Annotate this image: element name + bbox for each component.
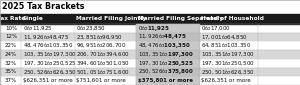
Text: $250,501 to $626,350: $250,501 to $626,350 <box>201 68 254 76</box>
Text: $0 to $23,850: $0 to $23,850 <box>76 24 106 32</box>
Bar <box>0 76 300 85</box>
Text: $48,476 to $103,350: $48,476 to $103,350 <box>23 42 73 49</box>
Text: 22%: 22% <box>5 43 17 48</box>
Text: $626,351 or more: $626,351 or more <box>201 78 250 83</box>
Text: 32%: 32% <box>5 61 17 66</box>
Bar <box>136 76 199 85</box>
Text: $626,351 or more: $626,351 or more <box>23 78 73 83</box>
Text: $103,351 to $197,300: $103,351 to $197,300 <box>23 51 76 58</box>
Bar <box>0 50 300 59</box>
Bar <box>136 67 199 76</box>
Text: $206,701 to $394,600: $206,701 to $394,600 <box>76 51 130 58</box>
Text: $394,601 to $501,050: $394,601 to $501,050 <box>76 59 130 67</box>
Text: $64,851 to $103,350: $64,851 to $103,350 <box>201 42 251 49</box>
Text: Head of Household: Head of Household <box>201 16 264 21</box>
Text: $23,851 to $96,950: $23,851 to $96,950 <box>76 33 123 41</box>
Text: $103,351 to $197,300: $103,351 to $197,300 <box>201 51 254 58</box>
Text: Married Filing Separately: Married Filing Separately <box>138 16 223 21</box>
Text: 10%: 10% <box>5 26 17 31</box>
Text: $250,526 to $375,800: $250,526 to $375,800 <box>138 67 194 76</box>
Text: 24%: 24% <box>5 52 17 57</box>
Bar <box>0 41 300 50</box>
Bar <box>0 0 300 14</box>
Text: Married Filing Jointly: Married Filing Jointly <box>76 16 147 21</box>
Bar <box>136 33 199 41</box>
Text: $17,001 to $64,850: $17,001 to $64,850 <box>201 33 248 41</box>
Bar <box>136 24 199 33</box>
Bar <box>0 33 300 41</box>
Text: $48,476 to $103,350: $48,476 to $103,350 <box>138 41 190 50</box>
Text: $0 to $11,925: $0 to $11,925 <box>138 24 170 33</box>
Bar <box>136 41 199 50</box>
Bar <box>136 50 199 59</box>
Bar <box>0 24 300 33</box>
Bar <box>136 59 199 67</box>
Text: $197,301 to $250,525: $197,301 to $250,525 <box>138 59 194 68</box>
Text: $0 to $11,925: $0 to $11,925 <box>23 24 52 32</box>
Text: 12%: 12% <box>5 34 17 39</box>
Text: $501,051 to $751,600: $501,051 to $751,600 <box>76 68 130 76</box>
Text: $103,351 to $197,300: $103,351 to $197,300 <box>138 50 194 59</box>
Text: $250,526 to $626,350: $250,526 to $626,350 <box>23 68 76 76</box>
Text: 35%: 35% <box>5 69 17 74</box>
Text: Tax Rate: Tax Rate <box>0 16 25 21</box>
Text: $11,926 to $48,475: $11,926 to $48,475 <box>138 32 186 41</box>
Text: 37%: 37% <box>5 78 17 83</box>
Text: 2025 Tax Brackets: 2025 Tax Brackets <box>2 2 84 11</box>
Text: $96,951 to $206,700: $96,951 to $206,700 <box>76 42 126 49</box>
Text: Single: Single <box>23 16 44 21</box>
Text: $751,601 or more: $751,601 or more <box>76 78 126 83</box>
Bar <box>0 59 300 67</box>
Text: $197,301 to $250,500: $197,301 to $250,500 <box>201 59 254 67</box>
Text: $0 to $17,000: $0 to $17,000 <box>201 24 231 32</box>
Text: $197,301 to $250,525: $197,301 to $250,525 <box>23 59 76 67</box>
Text: $11,926 to $48,475: $11,926 to $48,475 <box>23 33 69 41</box>
Bar <box>0 67 300 76</box>
Text: $375,801 or more: $375,801 or more <box>138 78 193 83</box>
Bar <box>0 14 300 24</box>
